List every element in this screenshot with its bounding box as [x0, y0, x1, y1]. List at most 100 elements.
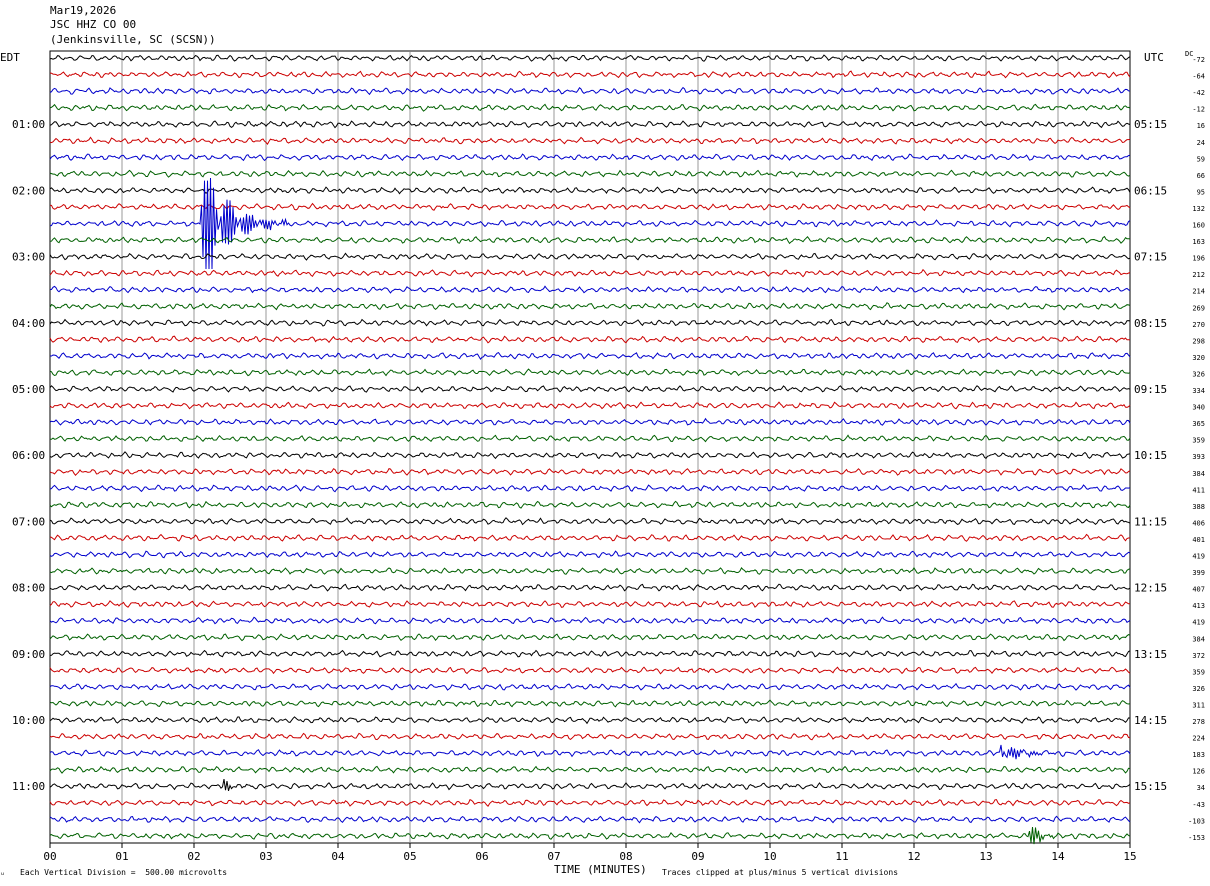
dc-offset-label: 16	[1197, 122, 1205, 130]
x-tick-label: 11	[835, 850, 848, 863]
dc-offset-label: 399	[1192, 569, 1205, 577]
dc-offset-label: -42	[1192, 89, 1205, 97]
trace-row-10	[49, 177, 1131, 270]
dc-offset-label: 126	[1192, 768, 1205, 776]
dc-offset-label: -72	[1192, 56, 1205, 64]
trace-row-38	[49, 682, 1131, 691]
trace-row-18	[50, 351, 1131, 360]
trace-row-47	[49, 827, 1131, 845]
trace-row-41	[49, 732, 1131, 741]
dc-offset-label: 372	[1192, 652, 1205, 660]
trace-row-25	[49, 467, 1131, 476]
trace-row-30	[49, 550, 1131, 559]
trace-row-45	[49, 799, 1131, 807]
trace-row-14	[49, 285, 1131, 294]
trace-row-20	[49, 385, 1131, 393]
dc-offset-label: 359	[1192, 668, 1205, 676]
x-tick-label: 08	[619, 850, 632, 863]
left-hour-label: 10:00	[12, 714, 45, 727]
left-hour-label: 04:00	[12, 317, 45, 330]
left-hour-label: 01:00	[12, 118, 45, 131]
dc-offset-label: 365	[1192, 420, 1205, 428]
dc-offset-label: 359	[1192, 437, 1205, 445]
right-hour-label: 14:15	[1134, 714, 1167, 727]
dc-offset-label: 270	[1192, 321, 1205, 329]
x-tick-label: 15	[1123, 850, 1136, 863]
x-tick-label: 12	[907, 850, 920, 863]
trace-row-44	[49, 779, 1131, 792]
trace-row-5	[49, 136, 1131, 145]
dc-offset-label: 95	[1197, 188, 1205, 196]
right-hour-label: 07:15	[1134, 251, 1167, 264]
dc-offset-label: 419	[1192, 619, 1205, 627]
trace-row-7	[49, 169, 1131, 178]
dc-offset-label: 340	[1192, 404, 1205, 412]
trace-row-22	[49, 417, 1131, 426]
x-tick-label: 00	[43, 850, 56, 863]
scale-note: Each Vertical Division = 500.00 microvol…	[20, 868, 228, 877]
trace-row-40	[49, 716, 1131, 725]
trace-row-6	[49, 153, 1131, 162]
channel-id: JSC HHZ CO 00	[50, 18, 137, 31]
trace-row-24	[49, 451, 1131, 460]
trace-row-2	[49, 86, 1131, 96]
trace-row-36	[49, 649, 1131, 658]
x-tick-label: 13	[979, 850, 992, 863]
trace-row-11	[49, 235, 1131, 245]
left-hour-label: 07:00	[12, 515, 45, 528]
x-axis-label: TIME (MINUTES)	[554, 863, 647, 876]
dc-offset-label: 163	[1192, 238, 1205, 246]
x-tick-label: 02	[187, 850, 200, 863]
right-hour-label: 06:15	[1134, 184, 1167, 197]
dc-offset-label: 326	[1192, 370, 1205, 378]
dc-offset-label: 393	[1192, 453, 1205, 461]
right-hour-label: 05:15	[1134, 118, 1167, 131]
dc-offset-label: 298	[1192, 337, 1205, 345]
dc-offset-label: 334	[1192, 387, 1205, 395]
trace-row-46	[49, 815, 1131, 824]
dc-offset-label: -103	[1188, 817, 1205, 825]
plot-frame	[49, 50, 1131, 844]
trace-row-19	[49, 368, 1131, 377]
dc-offset-label: 214	[1192, 288, 1205, 296]
trace-row-23	[49, 434, 1131, 443]
left-hour-label: 06:00	[12, 449, 45, 462]
dc-offset-label: 401	[1192, 536, 1205, 544]
dc-offset-label: -64	[1192, 73, 1205, 81]
trace-row-8	[49, 186, 1131, 195]
dc-offset-label: -12	[1192, 106, 1205, 114]
logo-mark: ᵤ	[0, 868, 5, 877]
trace-row-43	[49, 765, 1131, 774]
dc-offset-label: 419	[1192, 553, 1205, 561]
dc-offset-label: 326	[1192, 685, 1205, 693]
dc-offset-label: 34	[1197, 784, 1205, 792]
clip-note: Traces clipped at plus/minus 5 vertical …	[662, 868, 899, 877]
dc-offset-label: 24	[1197, 139, 1205, 147]
dc-offset-label: 196	[1192, 255, 1205, 263]
trace-row-13	[49, 268, 1131, 278]
dc-offset-label: -153	[1188, 834, 1205, 842]
x-tick-label: 07	[547, 850, 560, 863]
trace-row-0	[49, 54, 1131, 62]
x-tick-label: 09	[691, 850, 704, 863]
right-hour-label: 13:15	[1134, 648, 1167, 661]
trace-row-32	[49, 583, 1131, 592]
x-tick-label: 14	[1051, 850, 1065, 863]
dc-offset-label: 407	[1192, 586, 1205, 594]
plot-date: Mar19,2026	[50, 4, 117, 17]
dc-offset-label: 384	[1192, 470, 1205, 478]
x-tick-label: 01	[115, 850, 128, 863]
x-tick-label: 03	[259, 850, 272, 863]
station-name: (Jenkinsville, SC (SCSN))	[50, 33, 216, 46]
left-hour-label: 11:00	[12, 780, 45, 793]
dc-offset-label: 59	[1197, 155, 1205, 163]
right-hour-label: 15:15	[1134, 780, 1167, 793]
left-hour-label: 09:00	[12, 648, 45, 661]
dc-offset-label: 278	[1192, 718, 1205, 726]
dc-offset-label: 269	[1192, 304, 1205, 312]
right-hour-label: 08:15	[1134, 317, 1167, 330]
x-tick-label: 06	[475, 850, 488, 863]
trace-row-37	[49, 666, 1131, 675]
dc-offset-label: 183	[1192, 751, 1205, 759]
